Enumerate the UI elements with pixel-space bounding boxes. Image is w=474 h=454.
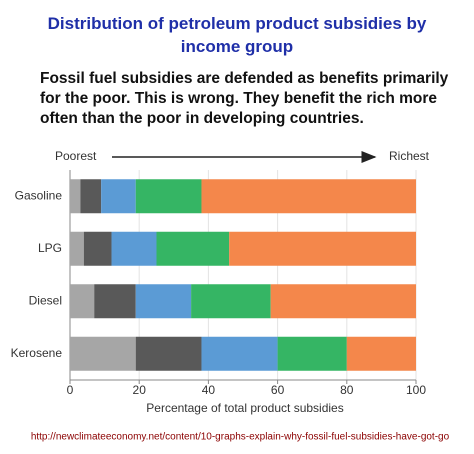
bar-segment xyxy=(101,179,136,214)
bar-segment xyxy=(135,179,202,214)
bar-segment xyxy=(70,284,95,319)
y-tick-label: Gasoline xyxy=(15,188,63,202)
bar-segment xyxy=(201,336,278,371)
x-tick-label: 100 xyxy=(406,383,426,397)
bar-segment xyxy=(94,284,136,319)
x-tick-label: 80 xyxy=(340,383,354,397)
bar-segment xyxy=(70,231,84,266)
y-tick-label: Diesel xyxy=(29,293,62,307)
bar-segment xyxy=(111,231,157,266)
bar-segment xyxy=(135,336,202,371)
bar-segment xyxy=(191,284,271,319)
bar-segment xyxy=(80,179,102,214)
source: http://newclimateeconomy.net/content/10-… xyxy=(31,432,450,443)
chart-title: Distribution of petroleum product subsid… xyxy=(47,14,427,56)
bar-segment xyxy=(277,336,347,371)
bar-segment xyxy=(70,179,81,214)
bar-segment xyxy=(70,336,136,371)
y-tick-label: LPG xyxy=(38,241,62,255)
arrow-start-label: Poorest xyxy=(55,149,97,163)
bar-segment xyxy=(156,231,230,266)
x-tick-label: 60 xyxy=(271,383,285,397)
y-tick-label: Kerosene xyxy=(11,346,63,360)
x-tick-label: 20 xyxy=(133,383,147,397)
bar-segment xyxy=(229,231,416,266)
chart-subtitle: Fossil fuel subsidies are defended as be… xyxy=(40,70,449,127)
arrow-end-label: Richest xyxy=(389,149,430,163)
bar-segment xyxy=(201,179,416,214)
bar-segment xyxy=(83,231,112,266)
bar-segment xyxy=(135,284,192,319)
x-axis-label: Percentage of total product subsidies xyxy=(146,401,343,415)
x-tick-label: 40 xyxy=(202,383,216,397)
x-tick-label: 0 xyxy=(67,383,74,397)
bar-segment xyxy=(346,336,416,371)
bar-segment xyxy=(270,284,416,319)
